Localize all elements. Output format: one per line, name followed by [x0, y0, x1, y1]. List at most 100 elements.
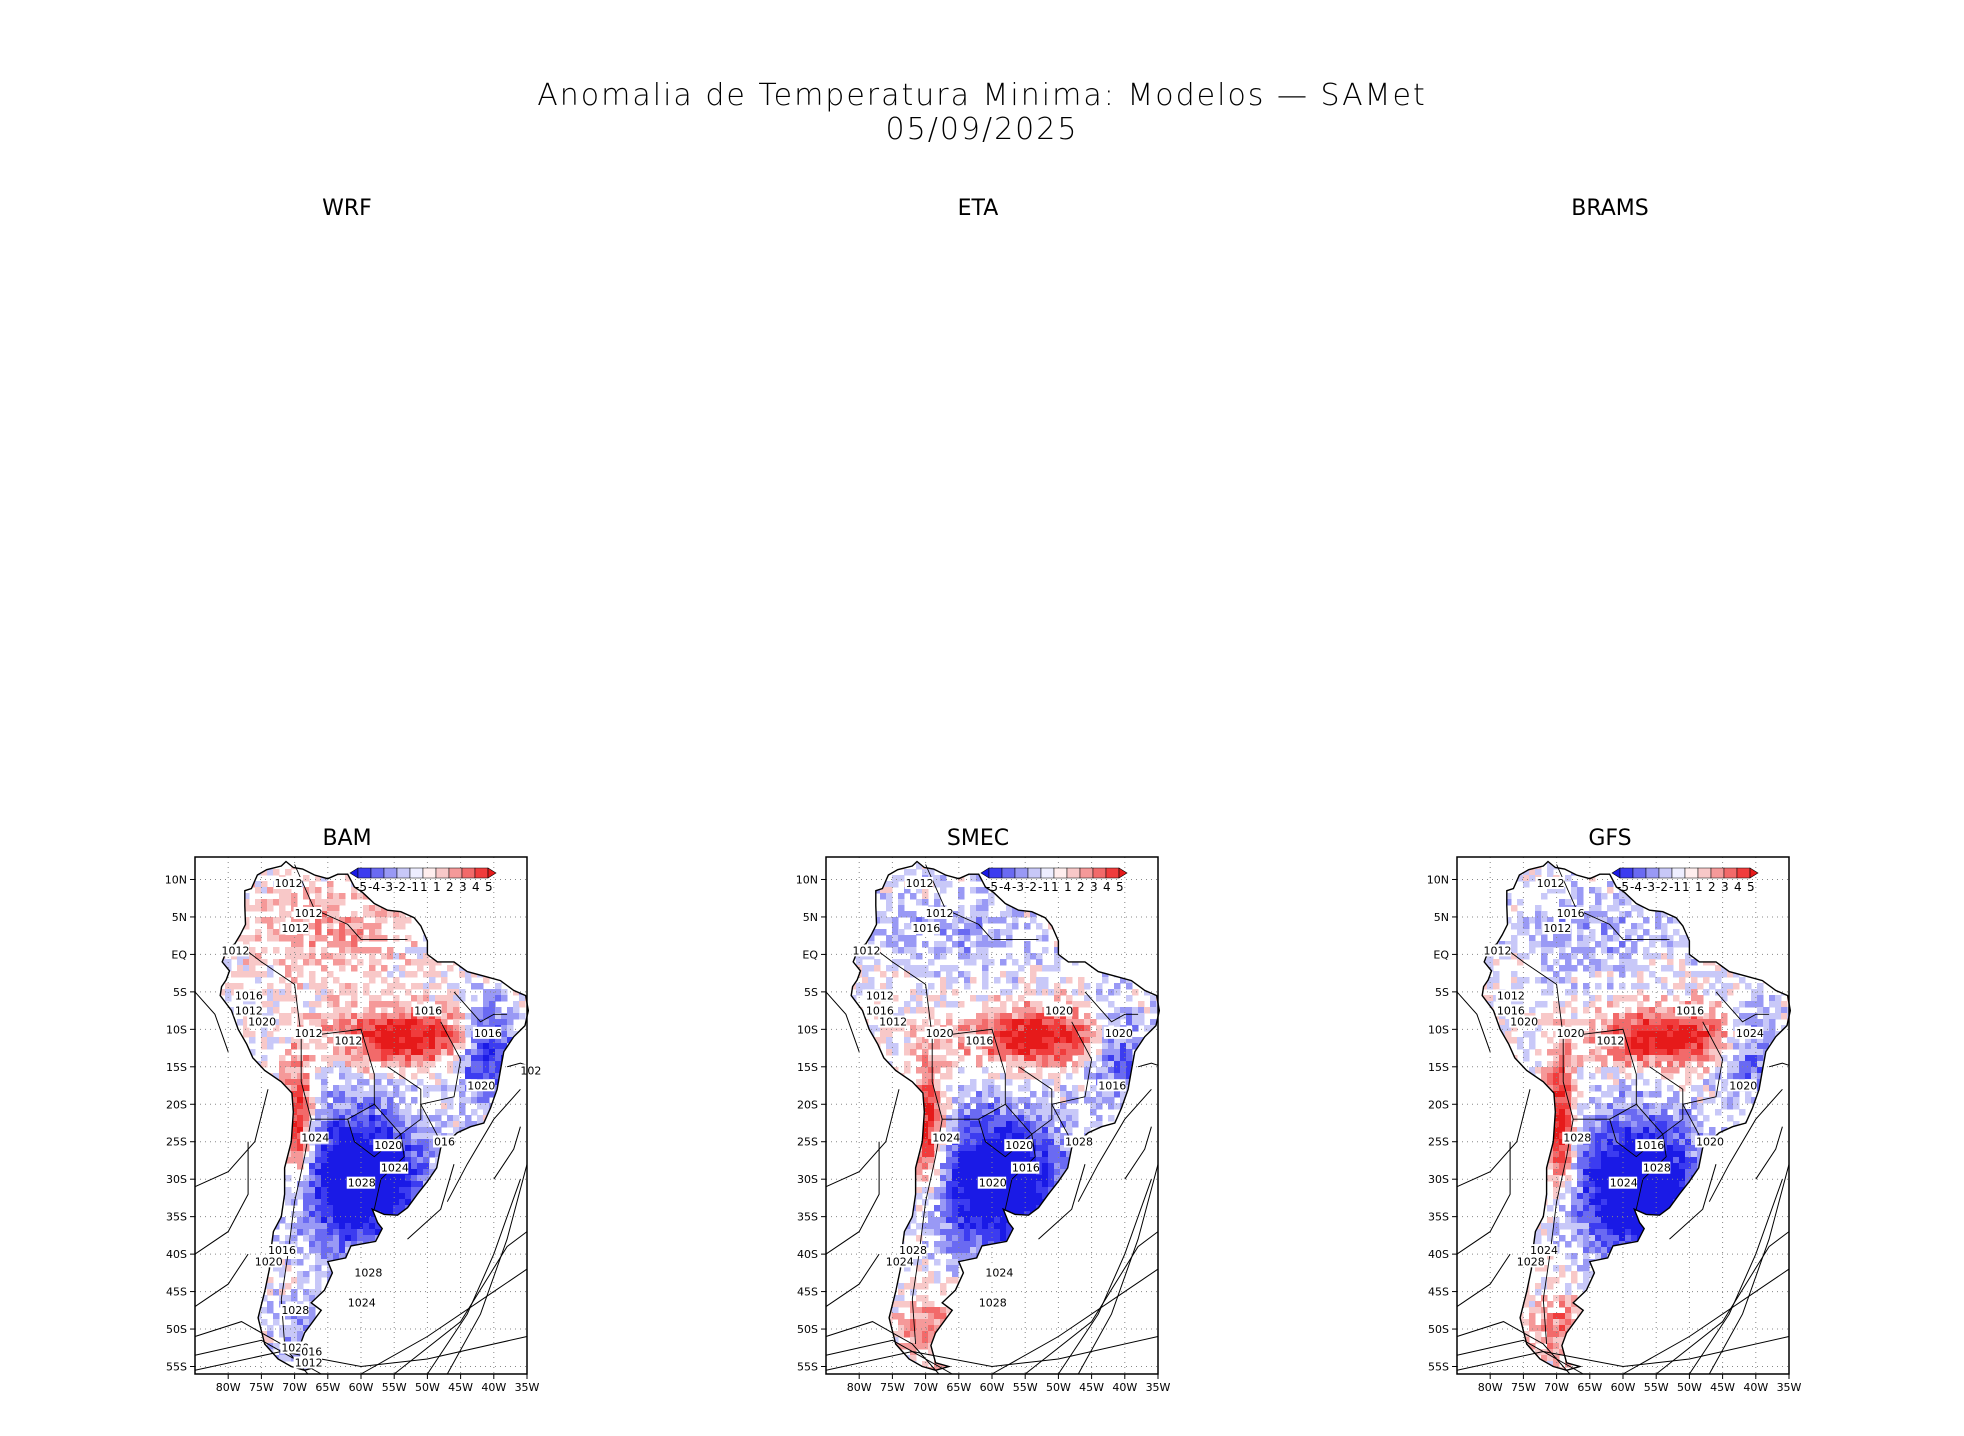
isobar-label-bg [267, 1244, 296, 1257]
isobar-label-bg [1595, 1034, 1624, 1047]
colorbar-tick-label: 3 [1090, 880, 1098, 894]
isobar-label-bg [1734, 1026, 1764, 1039]
isobar [194, 1089, 269, 1188]
isobar-label: 1012 [281, 922, 309, 935]
lat-label: 45S [166, 1286, 187, 1299]
lon-label: 45W [1079, 1381, 1104, 1394]
isobar-label: 1020 [926, 1027, 954, 1040]
colorbar-swatch [1697, 867, 1712, 879]
isobar-label: 1016 [268, 1244, 296, 1257]
lon-label: 75W [249, 1381, 274, 1394]
isobar-label: 1012 [1596, 1034, 1624, 1047]
isobar-label-bg [253, 1255, 283, 1268]
panel-title-smec: SMEC [946, 826, 1010, 851]
lon-label: 80W [847, 1381, 872, 1394]
lon-label: 70W [913, 1381, 938, 1394]
colorbar-swatch [383, 867, 398, 879]
lat-label: 50S [166, 1323, 187, 1336]
isobar [1669, 1164, 1717, 1240]
isobar-label-bg [1004, 1139, 1033, 1152]
colorbar-arrow-right [487, 867, 497, 879]
isobar [1622, 1268, 1790, 1375]
lon-label: 50W [1677, 1381, 1702, 1394]
coastline [219, 860, 530, 1372]
isobar [1768, 1062, 1790, 1068]
isobar-label-bg [233, 989, 263, 1002]
isobar-label-bg [898, 1244, 927, 1257]
isobar-label: 1016 [1557, 907, 1585, 920]
colorbar-tick-label: -3 [1012, 880, 1024, 894]
isobar-label: 1028 [899, 1244, 927, 1257]
colorbar-tick-label: -2 [394, 880, 406, 894]
lon-label: 45W [448, 1381, 473, 1394]
country-border [1503, 946, 1667, 1180]
lon-label: 35W [1146, 1381, 1171, 1394]
colorbar-tick-label: 2 [1708, 880, 1716, 894]
lon-label: 50W [1046, 1381, 1071, 1394]
lon-label: 80W [1478, 1381, 1503, 1394]
country-border [1004, 1179, 1013, 1210]
colorbar-arrow-right [1749, 867, 1759, 879]
country-border [420, 1021, 462, 1142]
isobar-label-bg [1608, 1176, 1638, 1189]
country-border [1051, 1021, 1093, 1142]
lat-label: 5S [173, 986, 187, 999]
colorbar-tick-label: -1 [1669, 880, 1681, 894]
isobar-label: 1012 [879, 1016, 907, 1029]
colorbar-swatch [1014, 867, 1029, 879]
isobar-label: 016 [434, 1135, 455, 1148]
panel-title-wrf: WRF [322, 196, 372, 221]
isobar-label-bg [293, 1356, 322, 1369]
country-border [1084, 991, 1139, 1023]
isobar-label: 1012 [295, 907, 323, 920]
isobar-label-bg [1728, 1079, 1757, 1092]
map-bam: 1012101210121012101610121020101610121012… [165, 856, 541, 1394]
lat-label: EQ [171, 948, 187, 961]
isobar-label-bg [1641, 1161, 1671, 1174]
isobar-label: 1028 [979, 1297, 1007, 1310]
lon-label: 60W [349, 1381, 374, 1394]
colorbar-swatch [357, 867, 372, 879]
isobar-label: 1012 [1497, 989, 1525, 1002]
isobar-label-bg [1103, 1026, 1133, 1039]
isobar [1456, 991, 1491, 1052]
lon-label: 60W [980, 1381, 1005, 1394]
colorbar-tick-label: 3 [1721, 880, 1729, 894]
isobar-label-bg [1535, 876, 1565, 889]
lat-label: 50S [797, 1323, 818, 1336]
isobar-label: 1028 [1563, 1132, 1591, 1145]
country-border [942, 1103, 1006, 1120]
isobar-label: 1024 [381, 1162, 409, 1175]
lat-label: 15S [1428, 1061, 1449, 1074]
isobar-label-bg [931, 1131, 960, 1144]
lat-label: 10S [797, 1023, 818, 1036]
isobar [1655, 1231, 1790, 1375]
isobar-label: 1020 [1557, 1027, 1585, 1040]
colorbar-arrow-right [1118, 867, 1128, 879]
lon-label: 65W [946, 1381, 971, 1394]
panel-title-bam: BAM [322, 826, 372, 851]
isobar-label: 1028 [281, 1304, 309, 1317]
isobar-label-bg [1635, 1139, 1664, 1152]
isobar-label-bg [1010, 1161, 1040, 1174]
isobar-label-bg [280, 1304, 309, 1317]
colorbar-tick-label: -5 [1617, 880, 1629, 894]
country-border [1649, 1066, 1684, 1135]
isobar-label: 1016 [235, 989, 263, 1002]
isobar-label-bg [1542, 921, 1571, 934]
country-border [373, 1179, 382, 1210]
isobar-label-bg [977, 1296, 1007, 1309]
colorbar-swatch [1027, 867, 1042, 879]
colorbar-tick-label: -1 [407, 880, 419, 894]
isobar [194, 1336, 528, 1371]
colorbar-swatch [1632, 867, 1647, 879]
colorbar-swatch [1684, 867, 1699, 879]
colorbar-tick-label: 1 [1695, 880, 1703, 894]
isobar-label: 1028 [354, 1267, 382, 1280]
isobar-label-bg [1495, 1004, 1525, 1017]
isobar-label-bg [864, 989, 894, 1002]
isobar-label: 1016 [866, 1004, 894, 1017]
isobar-label: 1020 [979, 1177, 1007, 1190]
colorbar-tick-label: 3 [459, 880, 467, 894]
country-border [925, 864, 1039, 940]
